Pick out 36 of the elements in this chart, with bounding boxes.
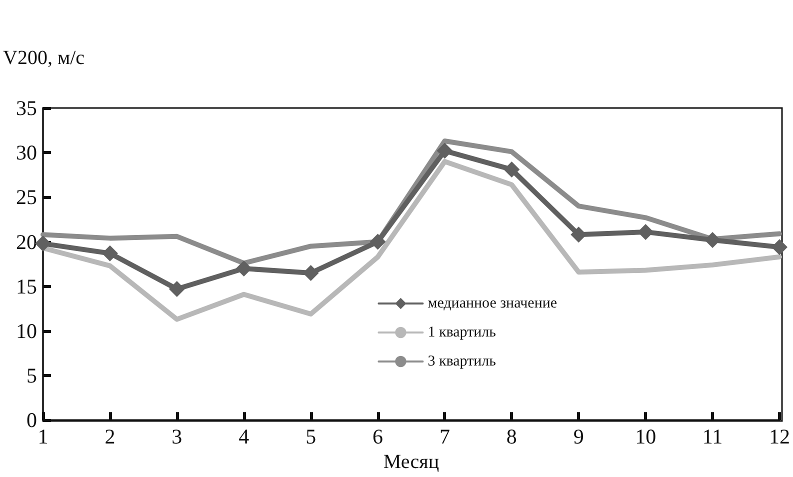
point	[302, 264, 319, 281]
x-tick-label: 5	[306, 424, 316, 449]
x-tick-label: 7	[439, 424, 450, 449]
point	[236, 260, 252, 277]
y-tick-label: 30	[16, 140, 37, 165]
point	[35, 236, 51, 252]
x-tick-label: 9	[573, 424, 584, 449]
x-tick-label: 6	[372, 424, 384, 449]
x-tick-label: 8	[506, 424, 517, 449]
point	[102, 245, 118, 262]
x-tick-label: 3	[172, 424, 182, 449]
x-tick-label: 4	[238, 424, 250, 449]
y-tick-label: 35	[16, 96, 37, 120]
legend-label: 1 квартиль	[428, 324, 496, 340]
x-axis-title: Месяц	[383, 451, 440, 473]
point	[638, 224, 654, 240]
x-tick-label: 12	[769, 424, 790, 449]
legend-label: медианное значение	[428, 295, 558, 312]
y-tick-label: 20	[16, 230, 37, 254]
x-tick-label: 11	[702, 424, 723, 449]
point	[436, 142, 453, 159]
legend-label: 3 квартиль	[428, 353, 496, 370]
x-tick-label: 10	[635, 424, 656, 449]
y-tick-label: 5	[26, 364, 37, 388]
y-tick-label: 15	[16, 274, 37, 298]
point	[370, 234, 386, 250]
y-tick-label: 25	[16, 185, 37, 210]
point	[704, 232, 721, 248]
point	[504, 162, 520, 178]
y-axis-title: V200, м/с	[3, 47, 85, 69]
x-tick-label: 2	[104, 424, 116, 449]
y-tick-label: 10	[16, 318, 37, 343]
x-tick-label: 1	[38, 424, 48, 449]
point	[772, 239, 788, 256]
point	[168, 281, 185, 298]
y-tick-label: 0	[26, 408, 37, 432]
